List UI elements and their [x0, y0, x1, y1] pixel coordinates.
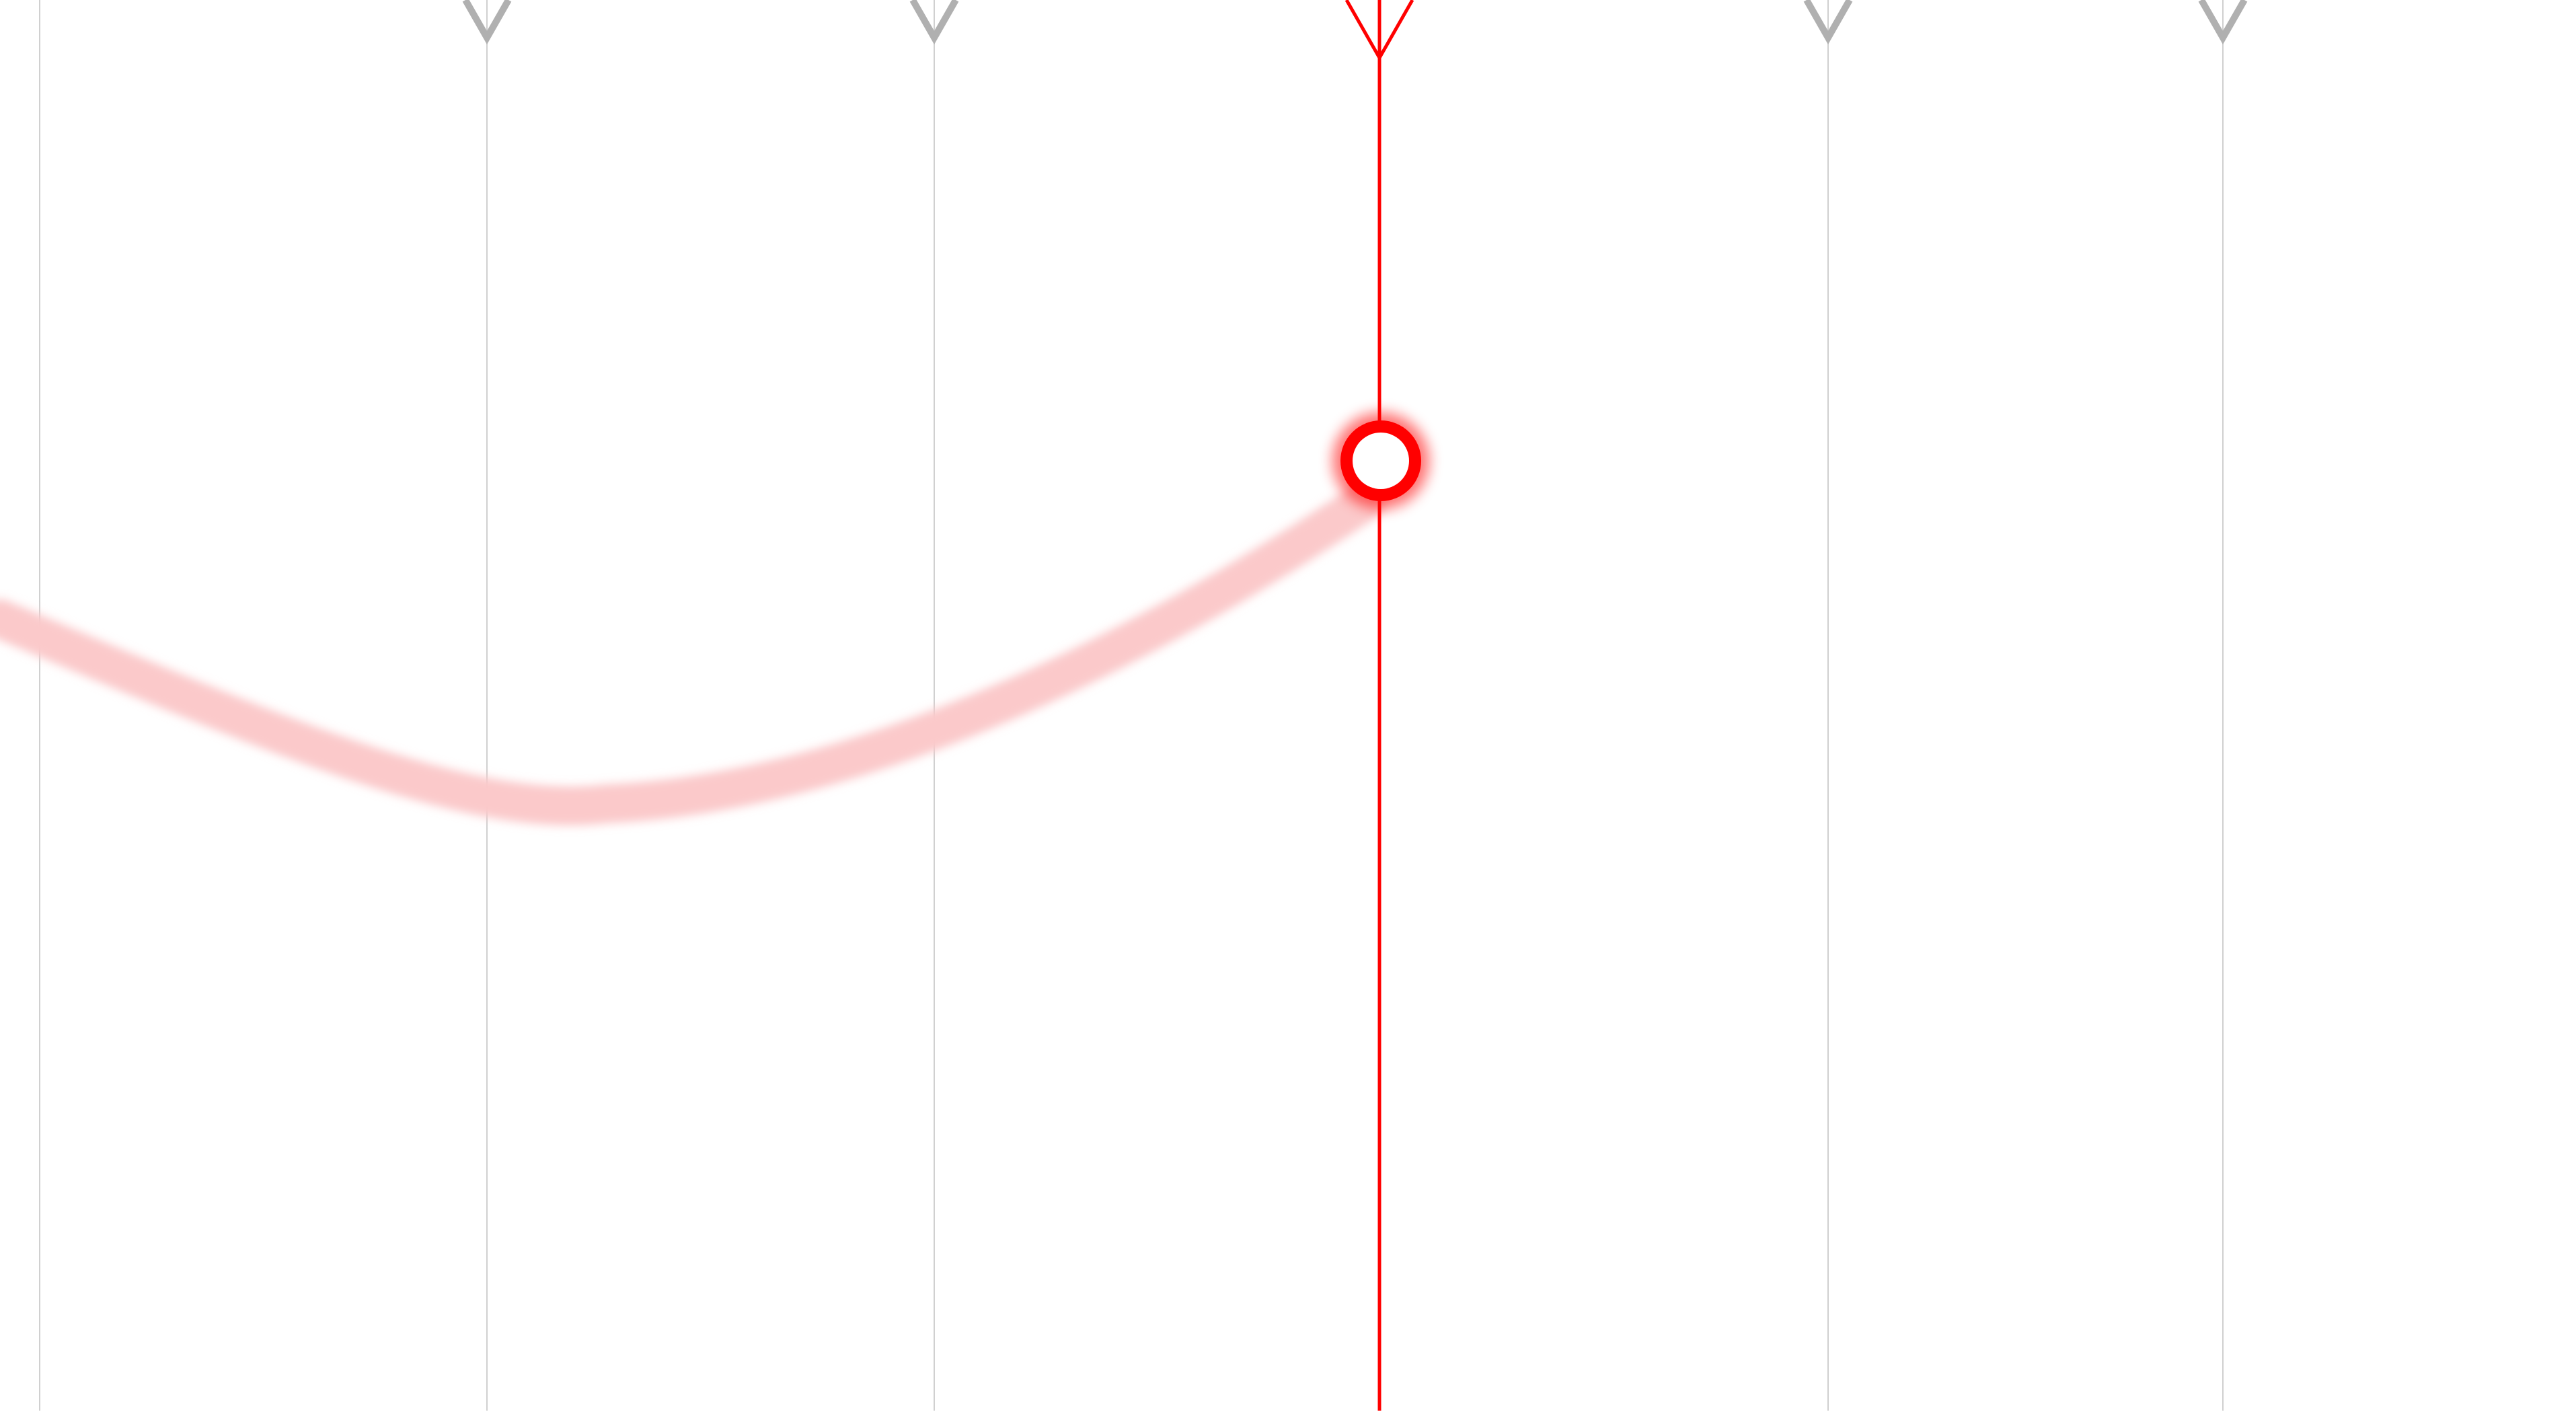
- marker-5[interactable]: [2198, 0, 2248, 1411]
- marker-4[interactable]: [1803, 0, 1853, 1411]
- playhead-handle[interactable]: [1332, 412, 1429, 509]
- marker-2[interactable]: [909, 0, 959, 1411]
- motion-trail-curve: [0, 482, 1385, 826]
- handle-inner: [1353, 433, 1409, 489]
- chevron-down-icon[interactable]: [1344, 0, 1414, 62]
- chevron-down-icon[interactable]: [909, 0, 959, 45]
- marker-1[interactable]: [462, 0, 512, 1411]
- chevron-down-icon[interactable]: [1803, 0, 1853, 45]
- chevron-down-icon[interactable]: [2198, 0, 2248, 45]
- chevron-down-icon[interactable]: [462, 0, 512, 45]
- marker-3[interactable]: [1344, 0, 1414, 1411]
